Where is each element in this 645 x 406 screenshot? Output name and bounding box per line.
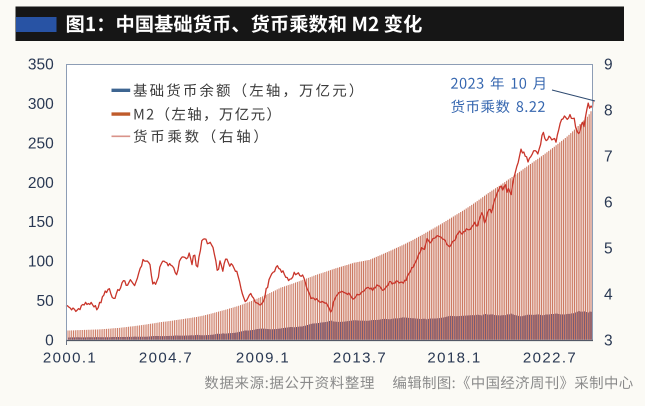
svg-text:200: 200 — [28, 175, 54, 192]
svg-text:7: 7 — [604, 149, 613, 166]
svg-text:2022.7: 2022.7 — [523, 350, 577, 367]
svg-text:2009.1: 2009.1 — [236, 350, 290, 367]
svg-text:0: 0 — [45, 333, 54, 350]
svg-text:300: 300 — [28, 96, 54, 113]
svg-text:9: 9 — [604, 57, 613, 74]
svg-text:2013.7: 2013.7 — [333, 350, 387, 367]
svg-text:50: 50 — [37, 293, 55, 310]
svg-text:250: 250 — [28, 135, 54, 152]
svg-text:100: 100 — [28, 254, 54, 271]
svg-text:5: 5 — [604, 241, 613, 258]
svg-text:2018.1: 2018.1 — [427, 350, 481, 367]
svg-text:8: 8 — [604, 103, 613, 120]
svg-text:150: 150 — [28, 214, 54, 231]
svg-text:350: 350 — [28, 57, 54, 74]
svg-text:3: 3 — [604, 333, 613, 350]
svg-text:2004.7: 2004.7 — [139, 350, 193, 367]
svg-text:2000.1: 2000.1 — [43, 350, 97, 367]
svg-text:6: 6 — [604, 195, 613, 212]
svg-text:4: 4 — [604, 287, 613, 304]
